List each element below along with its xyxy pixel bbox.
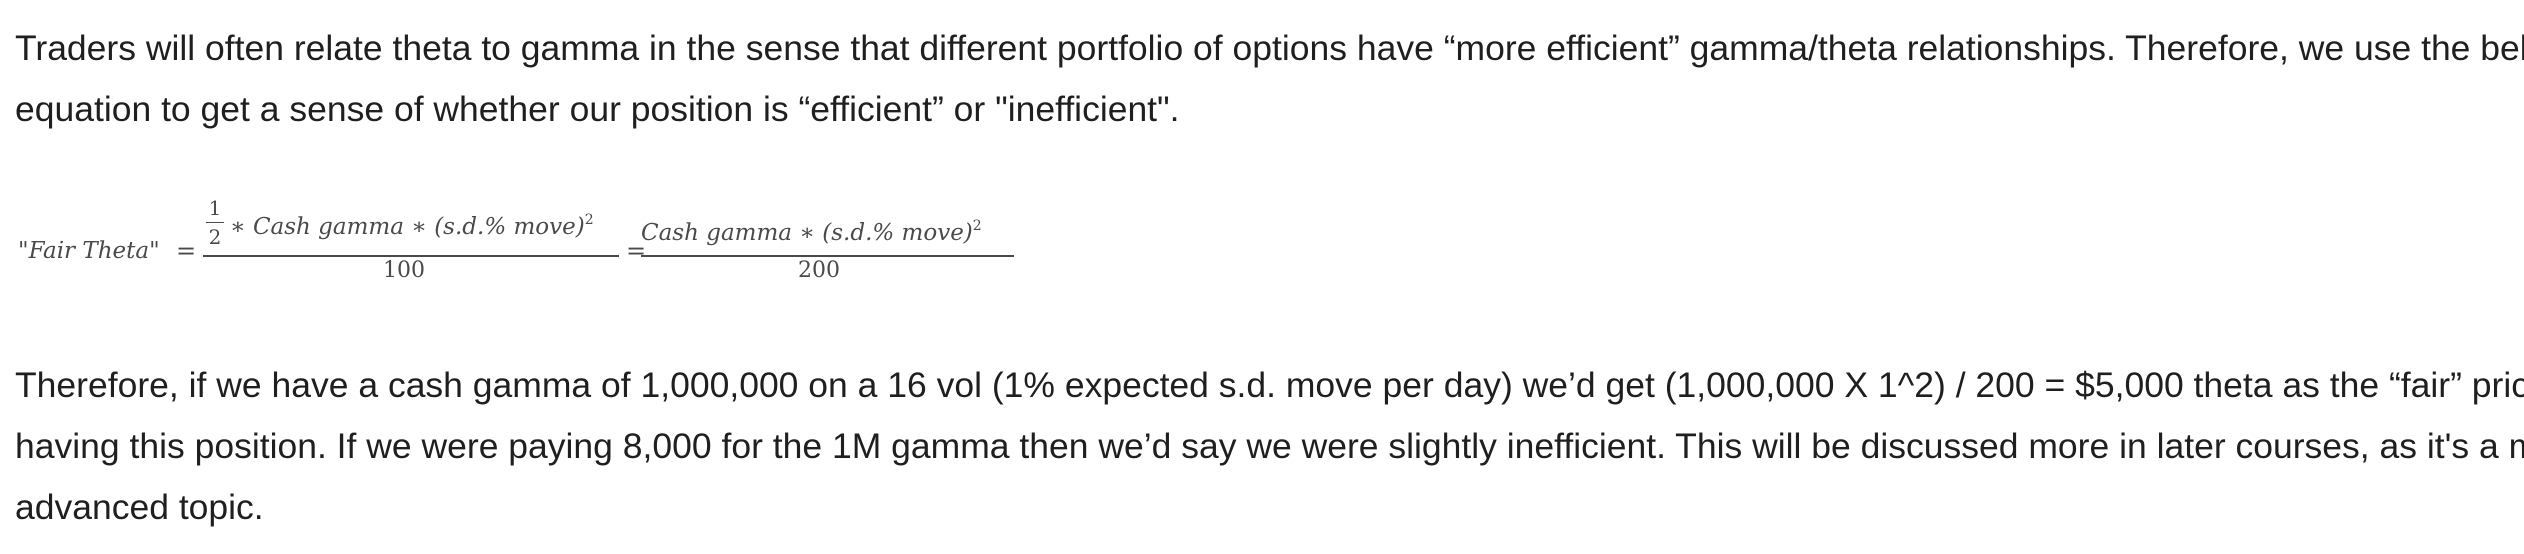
numerator-1-text: ∗ Cash gamma ∗ (s.d.% move) [230, 214, 585, 240]
exponent-2: 2 [972, 218, 982, 234]
intro-line-1: Traders will often relate theta to gamma… [15, 28, 2524, 68]
equals-sign-1: = [176, 237, 197, 265]
example-line-3: advanced topic. [15, 487, 264, 527]
example-line-2: having this position. If we were paying … [15, 426, 2524, 466]
numerator-1: ∗ Cash gamma ∗ (s.d.% move)2 [230, 212, 594, 240]
intro-line-2: equation to get a sense of whether our p… [15, 89, 1180, 129]
equation-label: "Fair Theta" [18, 238, 160, 264]
equals-sign-2: = [626, 237, 647, 265]
example-line-1: Therefore, if we have a cash gamma of 1,… [15, 365, 2524, 405]
example-paragraph: Therefore, if we have a cash gamma of 1,… [15, 355, 2524, 538]
fraction-bar-1 [203, 255, 619, 257]
half-fraction-bar [206, 222, 224, 223]
denominator-2: 200 [798, 258, 840, 283]
half-numerator: 1 [208, 196, 222, 220]
one-half-fraction: 1 2 [204, 196, 226, 249]
numerator-2: Cash gamma ∗ (s.d.% move)2 [641, 218, 982, 246]
fraction-bar-2 [641, 255, 1014, 257]
half-denominator: 2 [208, 225, 222, 249]
intro-paragraph: Traders will often relate theta to gamma… [15, 18, 2524, 140]
numerator-2-text: Cash gamma ∗ (s.d.% move) [641, 220, 973, 246]
denominator-1: 100 [383, 258, 425, 283]
exponent-1: 2 [584, 212, 594, 228]
